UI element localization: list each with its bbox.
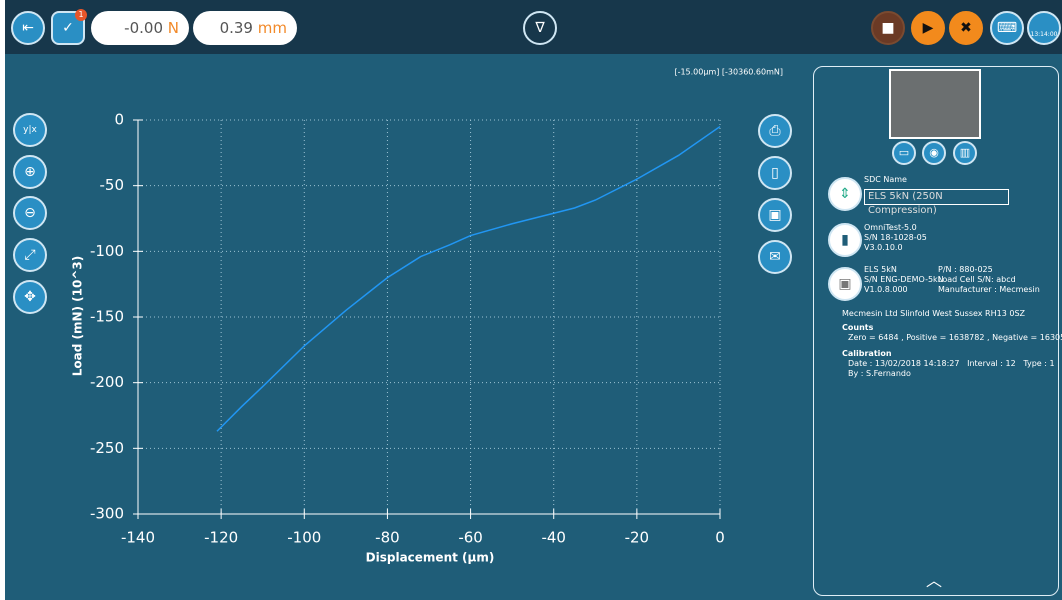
info-line: S/N 18-1028-05 [864,233,927,242]
cell-info: ELS 5kN S/N ENG-DEMO-5kN V1.0.8.000 [864,265,944,295]
y-tick-label: -50 [100,176,125,194]
disp-value: 0.39 [219,19,253,37]
tester-info: OmniTest-5.0 S/N 18-1028-05 V3.0.10.0 [864,223,927,253]
clock-button[interactable]: 13:14:00 [1027,11,1061,45]
tester-icon: ▮ [828,223,862,257]
x-axis-label: Displacement (μm) [366,551,495,565]
x-tick-label: -120 [204,529,238,547]
x-tick-label: -80 [375,529,400,547]
image-button[interactable]: ▣ [758,198,792,232]
disp-unit: mm [257,19,287,37]
stop-button[interactable]: ■ [871,11,905,45]
calibration-title: Calibration [842,349,892,358]
info-line: Manufacturer : Mecmesin [938,285,1040,294]
clock: 13:14:00 [1030,31,1058,38]
chart: [-15.00μm] [-30360.60mN] Displacement (μ… [71,68,784,565]
pan-button[interactable]: ✥ [13,280,47,314]
x-tick-label: -140 [121,529,155,547]
camera-button[interactable]: ◉ [922,141,946,165]
sdc-name-input[interactable]: ELS 5kN (250N Compression) [864,189,1009,216]
email-button[interactable]: ✉ [758,240,792,274]
load-unit: N [167,19,179,37]
thumbnail [889,69,981,139]
logo-button[interactable]: ∇ [523,11,557,45]
zoom-out-button[interactable]: ⊖ [13,196,47,230]
axes-button[interactable]: y|x [13,113,47,147]
print-button[interactable]: ⎙ [758,114,792,148]
play-button[interactable]: ▶ [911,11,945,45]
info-line: Load Cell S/N: abcd [938,275,1016,284]
keyboard-button[interactable]: ⌨ [990,11,1024,45]
y-tick-label: 0 [114,111,124,129]
x-tick-label: -40 [541,529,566,547]
x-tick-label: -60 [458,529,483,547]
tools-button[interactable]: ✖ [949,11,983,45]
x-tick-label: -20 [625,529,650,547]
calibration-by: By : S.Fernando [848,369,911,378]
load-value: -0.00 [124,19,163,37]
address: Mecmesin Ltd Slinfold West Sussex RH13 0… [842,309,1026,318]
calibration-date: Date : 13/02/2018 14:18:27 Interval : 12… [848,359,1055,368]
corner-label: [-15.00μm] [-30360.60mN] [674,68,783,77]
app: ⇤ ✓ 1 -0.00 N 0.39 mm ∇ ■ ▶ ✖ ⌨ 13:14:00… [5,0,1062,600]
sdc-icon: ⇕ [828,177,862,211]
x-tick-label: 0 [715,529,725,547]
info-line: V1.0.8.000 [864,285,908,294]
counts-title: Counts [842,323,874,332]
info-line: P/N : 880-025 [938,265,993,274]
counts: Zero = 6484 , Positive = 1638782 , Negat… [848,333,1062,342]
y-tick-label: -300 [90,505,124,523]
data-line [216,125,721,432]
folder-button[interactable]: ▭ [892,141,916,165]
y-tick-label: -150 [90,308,124,326]
zoom-in-button[interactable]: ⊕ [13,155,47,189]
info-line: OmniTest-5.0 [864,223,917,232]
disp-readout: 0.39 mm [193,11,297,45]
y-tick-label: -250 [90,439,124,457]
y-tick-label: -100 [90,242,124,260]
cell-info-right: P/N : 880-025 Load Cell S/N: abcd Manufact… [938,265,1040,295]
info-line: V3.0.10.0 [864,243,903,252]
info-line: S/N ENG-DEMO-5kN [864,275,944,284]
load-readout: -0.00 N [91,11,189,45]
y-axis-label: Load (mN) (10^3) [71,256,85,377]
fit-button[interactable]: ⤢ [13,238,47,272]
badge: 1 [75,9,87,21]
info-panel: ▭ ◉ ▥ ⇕ SDC Name ELS 5kN (250N Compressi… [813,66,1062,596]
sdc-label: SDC Name [864,175,907,184]
export-button[interactable]: ▯ [758,156,792,190]
x-tick-label: -100 [287,529,321,547]
exit-button[interactable]: ⇤ [11,11,45,45]
cell-icon: ▣ [828,267,862,301]
toolbar: ⇤ ✓ 1 -0.00 N 0.39 mm ∇ ■ ▶ ✖ ⌨ 13:14:00 [5,0,1062,54]
y-tick-label: -200 [90,373,124,391]
info-line: ELS 5kN [864,265,897,274]
delete-button[interactable]: ▥ [953,141,977,165]
collapse-button[interactable]: ︿ [926,571,943,590]
